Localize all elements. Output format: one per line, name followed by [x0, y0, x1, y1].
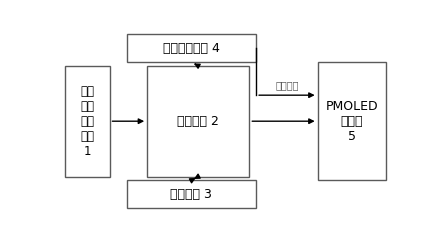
Text: 主控制器 2: 主控制器 2: [177, 115, 219, 128]
Bar: [147, 66, 249, 177]
Text: 图像
输入
接口
电路
1: 图像 输入 接口 电路 1: [81, 85, 95, 158]
Text: 驱动电源: 驱动电源: [275, 81, 299, 90]
Bar: [127, 34, 256, 62]
Bar: [65, 66, 110, 177]
Text: PMOLED
驱动器
5: PMOLED 驱动器 5: [325, 100, 378, 143]
Bar: [127, 180, 256, 208]
Text: 数字可调电源 4: 数字可调电源 4: [163, 42, 220, 55]
Bar: [318, 62, 386, 180]
Text: 帧存储器 3: 帧存储器 3: [170, 188, 213, 201]
